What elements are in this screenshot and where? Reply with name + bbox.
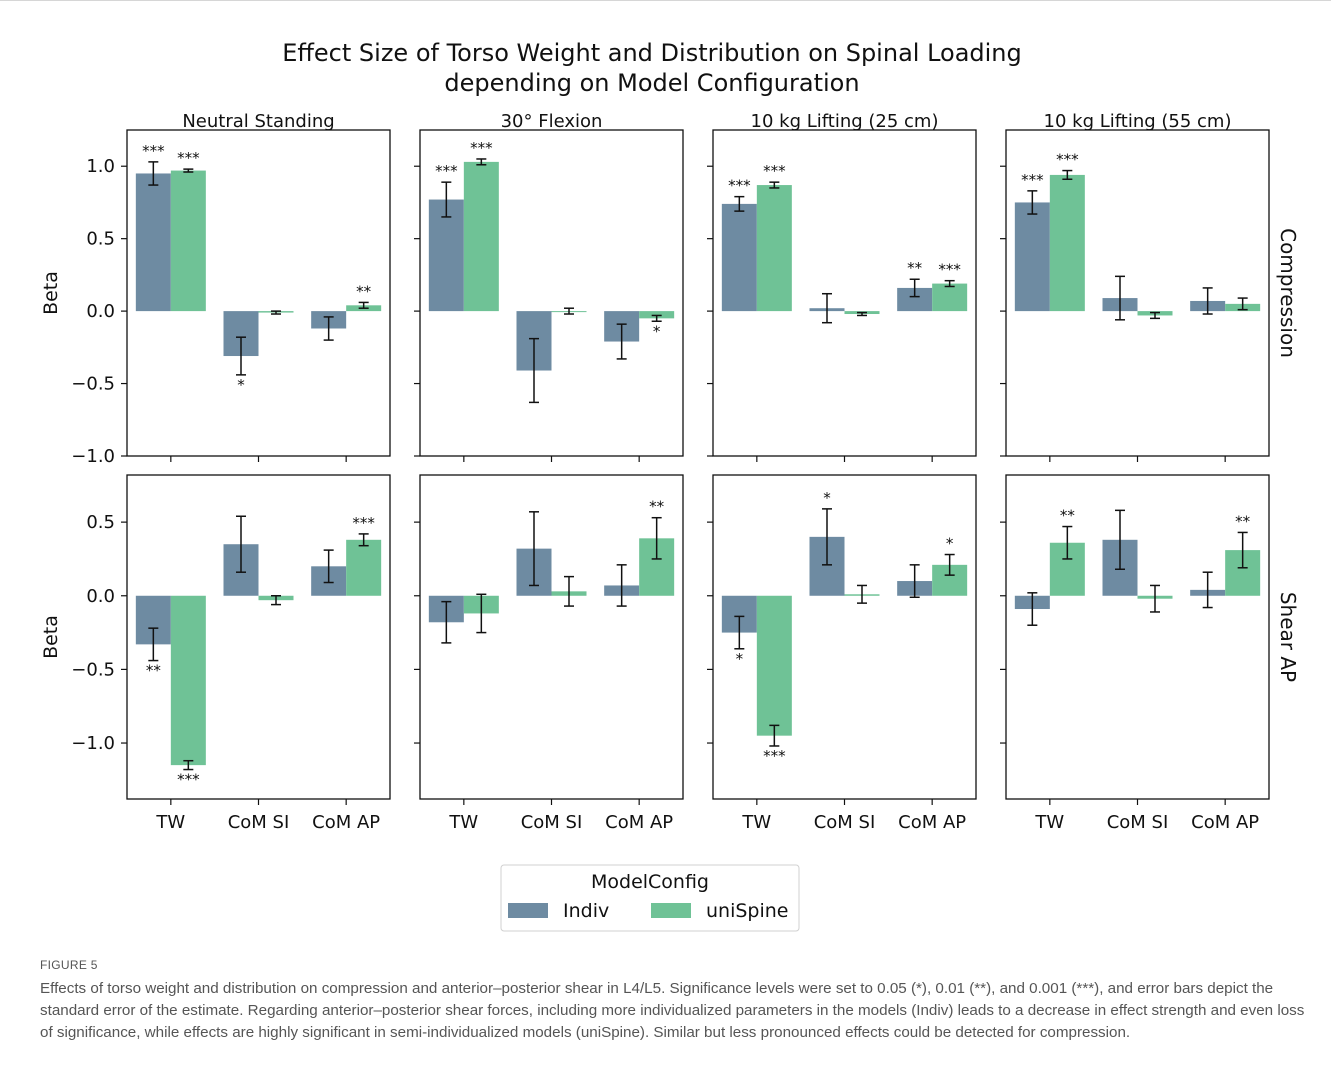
significance-label: *** xyxy=(763,162,786,180)
significance-label: *** xyxy=(177,149,200,167)
column-title: 10 kg Lifting (55 cm) xyxy=(1044,111,1232,132)
significance-label: * xyxy=(946,535,954,553)
y-tick-label: 0.5 xyxy=(86,512,115,533)
significance-label: ** xyxy=(146,662,162,680)
significance-label: * xyxy=(653,322,661,340)
bar-indiv xyxy=(428,199,464,312)
significance-label: * xyxy=(237,376,245,394)
y-tick-label: 0.0 xyxy=(86,586,115,607)
chart-title-line: depending on Model Configuration xyxy=(444,69,859,97)
x-tick-label: CoM SI xyxy=(814,812,876,833)
bar-indiv xyxy=(135,173,171,312)
significance-label: * xyxy=(736,650,744,668)
significance-label: *** xyxy=(352,514,375,532)
legend-swatch-indiv xyxy=(508,903,548,918)
bar-indiv xyxy=(721,203,757,312)
figure-caption: Effects of torso weight and distribution… xyxy=(40,980,1305,1041)
bar-unispine xyxy=(346,539,382,596)
x-tick-label: CoM AP xyxy=(312,812,380,833)
column-title: Neutral Standing xyxy=(182,111,334,132)
y-tick-label: −1.0 xyxy=(71,733,115,754)
row-label: Shear AP xyxy=(1276,592,1300,682)
column-title: 30° Flexion xyxy=(501,111,603,132)
bar-unispine xyxy=(463,161,499,312)
x-tick-label: CoM AP xyxy=(605,812,673,833)
x-tick-label: TW xyxy=(448,812,478,833)
significance-label: *** xyxy=(435,162,458,180)
panel-frame xyxy=(419,474,684,800)
significance-label: *** xyxy=(763,747,786,765)
y-tick-label: −0.5 xyxy=(71,659,115,680)
top-rule xyxy=(0,0,1331,1)
bar-unispine xyxy=(932,283,968,312)
chart-title-line: Effect Size of Torso Weight and Distribu… xyxy=(282,39,1022,67)
legend-label: Indiv xyxy=(563,900,609,922)
y-tick-label: 0.5 xyxy=(86,229,115,250)
panel-frame xyxy=(712,474,977,800)
figure-label: FIGURE 5 xyxy=(40,958,98,972)
significance-label: *** xyxy=(938,261,961,279)
figure-chart: Effect Size of Torso Weight and Distribu… xyxy=(40,39,1300,932)
x-tick-label: CoM SI xyxy=(1107,812,1169,833)
x-tick-label: CoM SI xyxy=(228,812,290,833)
y-axis-label: Beta xyxy=(40,615,62,659)
significance-label: ** xyxy=(356,282,372,300)
bar-unispine xyxy=(170,595,206,766)
caption-block: FIGURE 5 Effects of torso weight and dis… xyxy=(40,958,1305,1044)
bar-indiv xyxy=(897,287,933,312)
y-tick-label: −0.5 xyxy=(71,374,115,395)
significance-label: ** xyxy=(1235,512,1251,530)
x-tick-label: TW xyxy=(1034,812,1064,833)
significance-label: ** xyxy=(649,498,665,516)
y-tick-label: 1.0 xyxy=(86,156,115,177)
x-tick-label: CoM AP xyxy=(1191,812,1259,833)
x-tick-label: CoM AP xyxy=(898,812,966,833)
legend-label: uniSpine xyxy=(706,900,789,922)
bar-unispine xyxy=(1049,174,1085,312)
x-tick-label: TW xyxy=(741,812,771,833)
legend-title: ModelConfig xyxy=(591,871,709,893)
x-tick-label: TW xyxy=(155,812,185,833)
row-label: Compression xyxy=(1276,228,1300,358)
legend-box xyxy=(500,864,800,932)
significance-label: *** xyxy=(142,142,165,160)
y-tick-label: −1.0 xyxy=(71,446,115,467)
significance-label: *** xyxy=(177,771,200,789)
bar-indiv xyxy=(1014,202,1050,312)
significance-label: *** xyxy=(728,177,751,195)
significance-label: *** xyxy=(1021,171,1044,189)
significance-label: *** xyxy=(1056,151,1079,169)
bar-unispine xyxy=(170,170,206,312)
bar-unispine xyxy=(756,185,792,312)
significance-label: * xyxy=(823,489,831,507)
y-tick-label: 0.0 xyxy=(86,301,115,322)
significance-label: ** xyxy=(1060,507,1076,525)
panel-frame xyxy=(1005,474,1270,800)
x-tick-label: CoM SI xyxy=(521,812,583,833)
significance-label: ** xyxy=(907,259,923,277)
y-axis-label: Beta xyxy=(40,271,62,315)
column-title: 10 kg Lifting (25 cm) xyxy=(751,111,939,132)
legend-swatch-unispine xyxy=(651,903,691,918)
bar-unispine xyxy=(756,595,792,736)
significance-label: *** xyxy=(470,139,493,157)
